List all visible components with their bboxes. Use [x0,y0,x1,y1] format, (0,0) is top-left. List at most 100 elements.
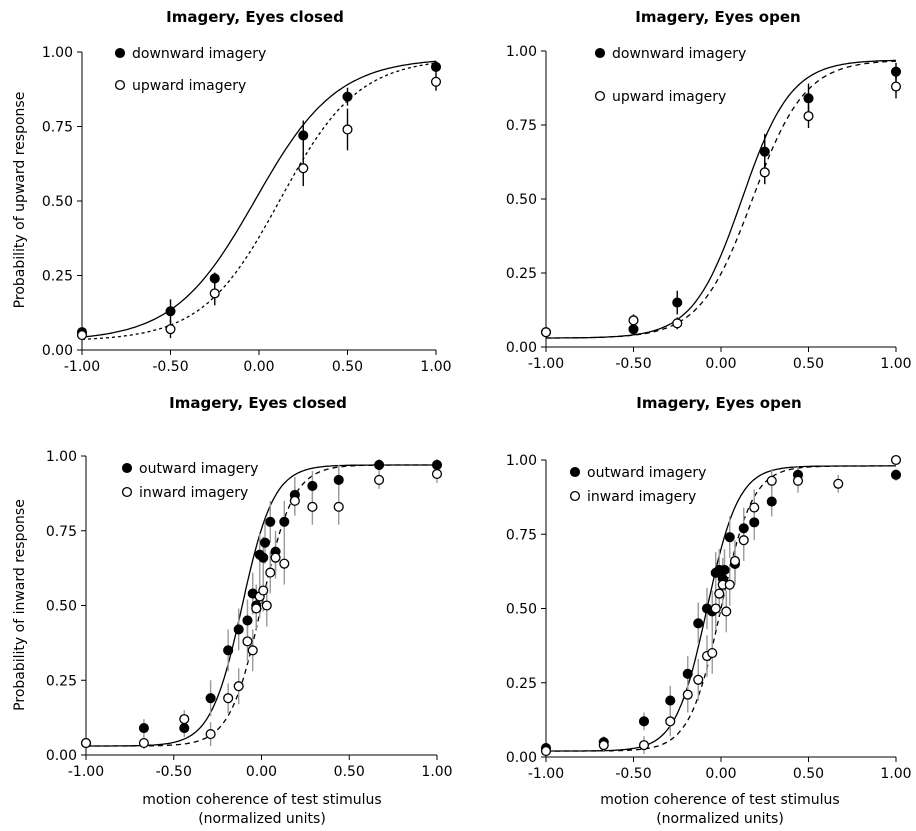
data-point-open [261,600,272,611]
legend-label: downward imagery [612,46,746,62]
data-point-filled [209,273,220,284]
data-point-open [165,324,176,335]
data-point-open [333,501,344,512]
data-point-open [672,318,683,329]
x-tick-label: 0.50 [334,764,365,780]
x-tick-label: 0.00 [705,766,736,782]
data-point-filled [766,496,777,507]
data-point-filled [138,723,149,734]
data-point-filled [223,645,234,656]
y-tick-label: 0.25 [506,266,537,282]
x-tick-label: -0.50 [615,766,651,782]
data-point-filled [638,716,650,727]
data-point-filled [628,324,639,335]
fit-curve [86,464,437,747]
x-tick-label: 0.00 [246,764,277,780]
y-tick-label: 0.50 [46,599,77,615]
data-point-open [665,716,676,727]
x-tick-label: 1.00 [421,764,452,780]
fit-curve [546,465,896,752]
y-axis-label: Probability of inward response [12,499,28,711]
fit-curve [81,60,437,338]
data-point-open [80,737,92,749]
y-tick-label: 0.50 [506,192,537,208]
data-point-open [247,645,258,656]
y-tick-label: 1.00 [506,44,537,60]
x-tick-label: 0.50 [332,359,363,375]
data-point-open [342,124,353,135]
data-point-filled [307,480,318,491]
fit-curve [546,60,897,339]
panel-title: Imagery, Eyes open [636,394,801,412]
data-point-open [729,555,741,567]
panel-radial-eyes-closed: Imagery, Eyes closed Probability of inwa… [12,394,453,827]
data-point-filled [179,723,190,734]
x-tick-label: -1.00 [528,766,564,782]
y-tick-label: 0.50 [42,194,73,210]
data-point-filled [258,552,269,563]
data-point-filled [205,693,216,704]
legend-marker [594,47,606,59]
legend-label: downward imagery [132,46,266,62]
data-point-open [682,689,693,700]
legend-marker [569,490,581,502]
data-point-open [803,111,814,122]
legend-marker [114,47,126,59]
data-point-filled [738,523,749,534]
data-point-open [749,502,760,513]
data-point-filled [431,459,443,471]
legend-label: outward imagery [139,461,258,477]
data-point-open [279,558,290,569]
data-point-filled [374,459,385,471]
data-point-filled [298,130,309,141]
data-point-open [205,729,216,740]
data-point-open [307,501,318,512]
data-point-filled [165,306,176,317]
data-point-filled [693,618,704,629]
data-point-filled [342,91,353,102]
data-point-open [431,468,443,479]
x-axis-label: motion coherence of test stimulus [600,792,839,808]
data-point-open [833,478,844,489]
x-tick-label: -0.50 [156,764,192,780]
x-tick-label: 0.50 [793,356,824,372]
data-point-open [628,315,639,326]
data-point-filled [672,297,683,308]
x-tick-label: 0.50 [793,766,824,782]
data-point-filled [333,474,344,485]
y-tick-label: 0.75 [506,118,537,134]
y-tick-label: 0.75 [506,527,537,543]
data-point-open [792,475,804,486]
x-tick-label: -1.00 [528,356,564,372]
x-axis-label-units: (normalized units) [198,811,326,827]
x-tick-label: 0.00 [705,356,736,372]
panel-title: Imagery, Eyes open [635,8,800,26]
data-point-open [138,737,149,749]
y-tick-label: 1.00 [46,449,77,465]
fit-curve [81,62,437,340]
y-tick-label: 0.25 [506,676,537,692]
fit-curve [86,464,437,747]
fit-curve [546,465,896,752]
y-tick-label: 1.00 [506,453,537,469]
data-point-open [598,740,609,751]
data-point-filled [724,532,735,543]
panel-radial-eyes-open: Imagery, Eyes open motion coherence of t… [506,394,912,827]
data-point-open [223,693,234,704]
data-point-open [714,588,725,599]
data-point-open [374,474,385,485]
data-point-open [738,535,749,546]
y-tick-label: 0.50 [506,602,537,618]
y-tick-label: 0.25 [46,673,77,689]
data-point-open [258,585,269,596]
data-point-open [890,454,902,466]
data-point-open [251,603,262,614]
y-tick-label: 0.00 [506,340,537,356]
data-point-open [724,579,735,590]
data-point-open [710,603,721,614]
data-point-open [540,327,552,338]
legend-marker [594,90,606,102]
legend-label: upward imagery [612,89,726,105]
data-point-filled [890,66,902,77]
data-point-open [638,740,650,751]
